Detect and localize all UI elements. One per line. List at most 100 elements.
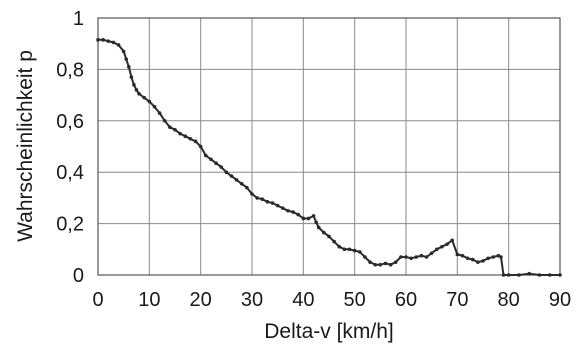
data-point bbox=[286, 208, 290, 213]
data-point bbox=[127, 65, 131, 69]
data-point bbox=[157, 111, 162, 115]
data-point bbox=[501, 273, 506, 277]
data-point bbox=[393, 260, 398, 264]
data-point bbox=[106, 39, 111, 43]
data-point bbox=[409, 256, 413, 261]
data-point bbox=[435, 247, 439, 252]
data-point bbox=[491, 255, 496, 259]
data-point bbox=[314, 220, 318, 225]
data-point bbox=[419, 253, 424, 258]
data-point bbox=[124, 57, 129, 61]
data-point bbox=[332, 239, 336, 244]
data-point bbox=[224, 170, 229, 174]
data-point bbox=[198, 144, 203, 149]
data-point bbox=[204, 153, 208, 158]
data-point bbox=[388, 262, 393, 267]
data-point bbox=[234, 178, 239, 182]
data-point bbox=[265, 199, 270, 204]
data-point bbox=[270, 201, 275, 205]
x-tick-label: 50 bbox=[344, 289, 366, 311]
data-point bbox=[96, 38, 100, 42]
data-point bbox=[337, 244, 342, 249]
x-tick-label: 20 bbox=[190, 289, 212, 311]
data-point bbox=[173, 127, 177, 132]
data-point bbox=[301, 216, 306, 221]
y-tick-label: 0,2 bbox=[56, 214, 84, 236]
data-point bbox=[193, 139, 198, 144]
data-point bbox=[132, 83, 136, 87]
data-point bbox=[209, 157, 213, 162]
data-point bbox=[373, 262, 378, 267]
data-point bbox=[499, 255, 503, 259]
data-point bbox=[275, 203, 280, 208]
y-axis-title: Wahrscheinlichkeit p bbox=[14, 50, 37, 242]
data-point bbox=[465, 256, 470, 261]
data-point bbox=[327, 234, 331, 239]
data-point bbox=[440, 244, 444, 249]
y-tick-label: 0,4 bbox=[56, 162, 84, 184]
data-point bbox=[486, 256, 490, 261]
data-point bbox=[470, 257, 475, 262]
data-point bbox=[322, 230, 326, 235]
data-point bbox=[137, 92, 141, 96]
data-point bbox=[142, 95, 146, 100]
x-tick-label: 30 bbox=[241, 289, 263, 311]
data-point bbox=[424, 255, 429, 259]
data-point bbox=[101, 38, 105, 42]
data-point bbox=[281, 206, 285, 210]
x-tick-label: 40 bbox=[292, 289, 314, 311]
data-point bbox=[219, 165, 223, 169]
data-point bbox=[506, 273, 511, 277]
series-layer bbox=[96, 38, 562, 277]
data-point bbox=[239, 181, 244, 186]
x-tick-label: 90 bbox=[549, 289, 571, 311]
y-tick-label: 0 bbox=[73, 265, 84, 287]
data-point bbox=[455, 252, 460, 257]
x-tick-label: 0 bbox=[92, 289, 103, 311]
y-tick-label: 0,6 bbox=[56, 111, 84, 133]
data-point bbox=[342, 247, 347, 252]
data-point bbox=[476, 260, 480, 264]
data-point bbox=[368, 260, 372, 264]
plot-frame bbox=[97, 17, 561, 276]
data-point bbox=[358, 250, 362, 254]
data-point bbox=[152, 104, 157, 109]
data-point bbox=[429, 251, 434, 255]
data-point bbox=[188, 136, 193, 141]
y-tick-label: 1 bbox=[73, 8, 84, 30]
data-point bbox=[121, 49, 126, 54]
data-point bbox=[352, 248, 357, 253]
data-point bbox=[116, 43, 121, 47]
data-point bbox=[178, 131, 182, 136]
x-tick-label: 10 bbox=[138, 289, 160, 311]
series-line bbox=[98, 38, 560, 276]
data-point bbox=[527, 271, 531, 276]
x-tick-label: 80 bbox=[498, 289, 520, 311]
data-point bbox=[378, 262, 383, 267]
x-axis-title: Delta-v [km/h] bbox=[264, 320, 394, 343]
data-point bbox=[147, 99, 152, 104]
data-point bbox=[414, 255, 419, 259]
data-point bbox=[450, 238, 455, 243]
data-point bbox=[383, 261, 388, 266]
data-point bbox=[547, 273, 552, 277]
data-point bbox=[168, 125, 172, 130]
data-point bbox=[250, 192, 254, 196]
data-point bbox=[517, 273, 521, 277]
data-point bbox=[399, 255, 403, 259]
data-point bbox=[347, 247, 352, 252]
data-point bbox=[214, 161, 218, 166]
y-tick-label: 0,8 bbox=[56, 59, 84, 81]
data-point bbox=[183, 134, 188, 139]
data-point bbox=[404, 255, 408, 259]
data-point bbox=[316, 225, 321, 230]
data-point bbox=[445, 242, 449, 246]
data-point bbox=[291, 210, 295, 214]
data-point bbox=[255, 196, 259, 200]
data-point bbox=[363, 255, 367, 259]
data-point bbox=[306, 216, 311, 221]
data-point bbox=[481, 259, 485, 263]
y-tick-labels: 0 0,2 0,4 0,6 0,8 1 bbox=[56, 8, 84, 287]
data-point bbox=[558, 273, 562, 277]
